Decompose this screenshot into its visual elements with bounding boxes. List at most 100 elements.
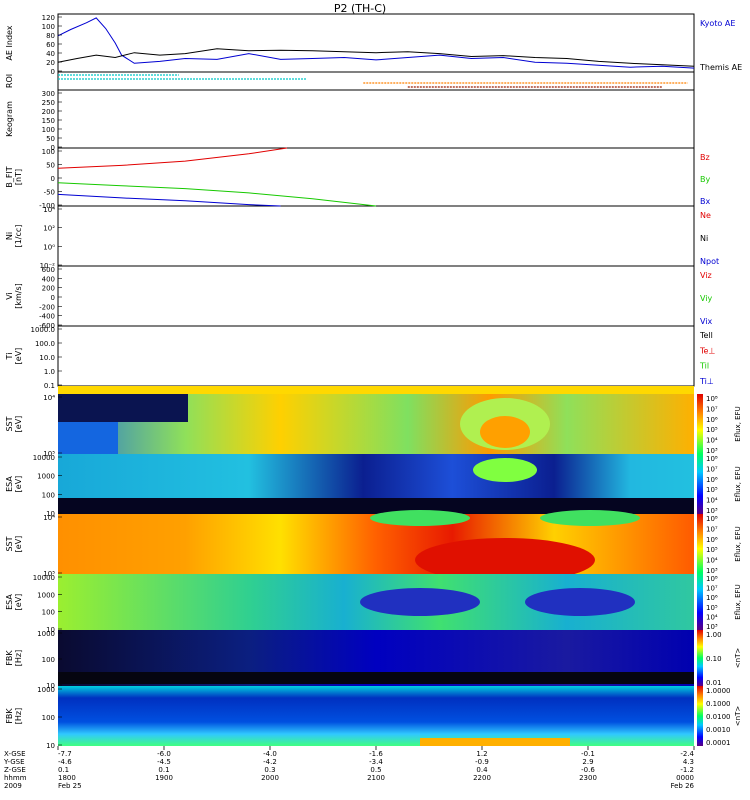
esa-ion-center-spot <box>473 458 537 482</box>
plot-title: P2 (TH-C) <box>334 2 386 15</box>
keogram-ytick: 200 <box>42 108 55 116</box>
velocity-ytick: 200 <box>42 285 55 293</box>
fbk2-ylabel: FBK <box>5 708 14 724</box>
temperature-ytick: 1.0 <box>44 368 55 376</box>
xaxis-row-label: Z-GSE <box>4 766 26 774</box>
panel-density-frame <box>57 205 695 267</box>
velocity-legend-1: Viy <box>700 294 713 303</box>
temperature-legend-3: Ti⊥ <box>699 377 714 386</box>
legend-labels: Kyoto AE Themis AE Bz By Bx Ne Ni Npot Viz Viy Vix… <box>699 19 742 386</box>
density-ytick: 10⁴ <box>43 206 55 214</box>
bfit-series-0 <box>57 147 288 169</box>
esa_e-ylabel: [eV] <box>14 594 23 611</box>
sst_e-colorbar-tick: 10⁵ <box>706 546 718 554</box>
panel-temperature-frame <box>57 325 695 387</box>
colorbar-fbk-1 <box>697 630 703 686</box>
xaxis-tick-x: -1.6 <box>369 750 383 758</box>
sst_e-ytick: 10⁴ <box>43 514 55 522</box>
velocity-ytick: -600 <box>39 322 55 330</box>
panel-keogram-frame <box>57 89 695 149</box>
sst_e-colorbar-tick: 10³ <box>706 567 718 575</box>
xaxis-tick-hhmm: 2100 <box>367 774 385 782</box>
ae-series-1 <box>57 48 695 67</box>
fbk1-ytick: 100 <box>42 656 55 664</box>
esa_e-ytick: 10000 <box>33 574 55 582</box>
xaxis-tick-z: 0.4 <box>476 766 488 774</box>
fbk1-ylabel: [Hz] <box>14 650 23 666</box>
colorbar-electron <box>697 514 703 630</box>
esa_e-ytick: 1000 <box>37 591 55 599</box>
xaxis-tick-hhmm: 1800 <box>58 774 76 782</box>
fbk2-colorbar-tick: 0.0010 <box>706 726 731 734</box>
fbk1-ytick: 10 <box>46 682 55 690</box>
esa_e-colorbar-tick: 10⁵ <box>706 604 718 612</box>
esa_i-ytick: 10 <box>46 510 55 518</box>
density-legend-2: Npot <box>700 257 719 266</box>
density-ytick: 10² <box>43 225 55 233</box>
bfit-legend-2: Bx <box>700 197 710 206</box>
sst-electron-green-left <box>370 510 470 526</box>
esa_i-ytick: 10000 <box>33 454 55 462</box>
keogram-ytick: 50 <box>46 135 55 143</box>
temperature-ylabel: [eV] <box>14 348 23 365</box>
xaxis-tick-z: 0.5 <box>370 766 381 774</box>
fbk1-ylabel: FBK <box>5 650 14 666</box>
keogram-ytick: 300 <box>42 90 55 98</box>
density-legend-0: Ne <box>700 211 711 220</box>
sst_e-ylabel: SST <box>5 536 14 551</box>
esa_i-colorbar-tick: 10³ <box>706 507 718 515</box>
bfit-series-1 <box>57 182 377 207</box>
xaxis-tick-date: Feb 26 <box>670 782 694 790</box>
xaxis-tick-z: 0.3 <box>264 766 275 774</box>
colorbar-fbk-2 <box>697 686 703 746</box>
sst_e-colorbar-tick: 10⁷ <box>706 525 718 533</box>
esa_i-colorbar-tick: 10⁴ <box>706 497 718 505</box>
fbk1-colorbar-tick: 0.10 <box>706 655 722 663</box>
fbk2-colorbar-tick: 0.1000 <box>706 700 731 708</box>
velocity-ylabel: Vi <box>5 292 14 300</box>
temperature-ylabel: Ti <box>5 353 14 361</box>
ae-ytick: 60 <box>46 41 55 49</box>
temperature-ytick: 100.0 <box>35 340 55 348</box>
xaxis-tick-x: 1.2 <box>476 750 487 758</box>
ae-ytick: 40 <box>46 50 55 58</box>
ae-ytick: 20 <box>46 59 55 67</box>
data-lines <box>57 17 695 207</box>
ae-legend-1: Themis AE <box>699 63 742 72</box>
ae-ylabel: AE Index <box>5 25 14 60</box>
sst_i-colorbar-tick: 10⁴ <box>706 437 718 445</box>
esa_i-ytick: 1000 <box>37 473 55 481</box>
velocity-ytick: 0 <box>51 294 55 302</box>
fbk2-ytick: 1000 <box>37 686 55 694</box>
esa_e-ylabel: ESA <box>5 594 14 610</box>
temperature-legend-1: Te⊥ <box>699 346 715 355</box>
bfit-ytick: 0 <box>51 175 55 183</box>
temperature-legend-0: Tell <box>699 331 713 340</box>
sst_i-colorbar-tick: 10⁶ <box>706 416 718 424</box>
ae-ytick: 100 <box>42 23 55 31</box>
fbk2-colorbar-tick: 1.0000 <box>706 687 731 695</box>
esa_i-colorbar-tick: 10⁶ <box>706 476 718 484</box>
xaxis-tick-y: -4.6 <box>58 758 72 766</box>
sst_i-colorbar-tick: 10³ <box>706 447 718 455</box>
fbk1-colorbar-tick: 1.00 <box>706 631 722 639</box>
esa_e-ytick: 100 <box>42 609 55 617</box>
sst_e-colorbar-tick: 10⁶ <box>706 536 718 544</box>
esa_i-colorbar-tick: 10⁸ <box>706 455 718 463</box>
sst_e-colorbar-tick: 10⁴ <box>706 557 718 565</box>
xaxis-tick-x: -7.7 <box>58 750 72 758</box>
bfit-ytick: 50 <box>46 162 55 170</box>
ae-ytick: 80 <box>46 32 55 40</box>
esa_e-colorbar-tick: 10⁸ <box>706 575 718 583</box>
xaxis-tick-date: Feb 25 <box>58 782 82 790</box>
keogram-ylabel: Keogram <box>5 101 14 137</box>
density-ytick: 10⁰ <box>43 243 55 251</box>
sst_i-ylabel: SST <box>5 416 14 431</box>
ae-ytick: 120 <box>42 14 55 22</box>
xaxis-tick-y: 4.3 <box>683 758 694 766</box>
fbk2-colorbar-label: <nT> <box>734 706 742 727</box>
keogram-ytick: 0 <box>51 144 55 152</box>
sst-ion-dark-block <box>58 394 188 422</box>
fbk-1-dark-band <box>58 672 694 684</box>
